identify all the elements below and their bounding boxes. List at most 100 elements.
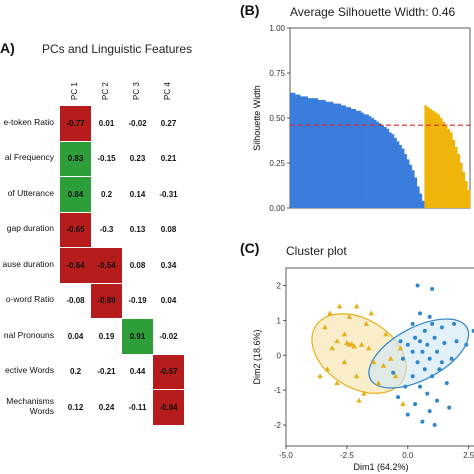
loading-cell: -0.08 xyxy=(66,296,85,306)
data-point-circle xyxy=(452,321,457,326)
silhouette-bar xyxy=(406,159,410,208)
loading-cell: 0.84 xyxy=(60,177,91,212)
data-point-triangle xyxy=(380,362,387,368)
silhouette-bar xyxy=(419,193,423,208)
loading-cell: -0.65 xyxy=(60,212,91,247)
cluster-plot: -5.0 -2.5 0.0 2.5 -2 -1 0 1 2 Dim1 (64.2%) Dim2 (1… xyxy=(252,267,474,472)
data-point-triangle xyxy=(358,341,365,347)
silhouette-bar xyxy=(439,118,443,208)
data-point-circle xyxy=(435,349,440,354)
data-point-triangle xyxy=(334,380,340,386)
loading-cell: -0.19 xyxy=(128,296,147,306)
panel-b-letter: (B) xyxy=(240,2,260,18)
silhouette-bar xyxy=(414,177,418,208)
loading-cell: 0.01 xyxy=(98,118,115,128)
silhouette-bar xyxy=(399,145,402,208)
silhouette-bar xyxy=(444,125,448,208)
y-tick-label: 2 xyxy=(277,281,282,290)
data-point-triangle xyxy=(370,359,377,365)
data-point-triangle xyxy=(356,397,362,403)
data-point-circle xyxy=(464,342,469,347)
loading-cell: 0.19 xyxy=(98,331,115,341)
silhouette-bar xyxy=(345,107,349,208)
data-point-triangle xyxy=(327,310,333,316)
data-point-triangle xyxy=(392,373,399,379)
row-label: nal Pronouns xyxy=(3,329,54,340)
loading-cell: -0.89 xyxy=(91,283,122,318)
silhouette-bar xyxy=(378,123,382,208)
silhouette-bar xyxy=(434,112,438,208)
data-point-circle xyxy=(449,356,454,361)
loading-cell: -0.54 xyxy=(91,248,122,283)
data-point-circle xyxy=(437,367,442,372)
silhouette-bar xyxy=(340,105,344,208)
silhouette-bar xyxy=(416,186,420,208)
row-label: o-word Ratio xyxy=(5,294,54,305)
data-point-triangle xyxy=(353,303,360,309)
silhouette-bar xyxy=(320,100,324,208)
y-axis-label: Silhouette Width xyxy=(252,85,262,151)
column-header: PC 3 xyxy=(132,82,141,100)
silhouette-bar xyxy=(383,127,387,208)
silhouette-bar xyxy=(411,170,415,208)
silhouette-bar xyxy=(452,139,456,208)
data-point-circle xyxy=(427,356,432,361)
data-point-triangle xyxy=(336,303,343,309)
silhouette-bar xyxy=(426,107,430,208)
y-tick-label: -2 xyxy=(274,421,282,430)
data-point-circle xyxy=(432,335,437,340)
data-point-circle xyxy=(405,412,410,417)
data-point-triangle xyxy=(361,390,367,396)
loading-cell: -0.67 xyxy=(153,354,184,389)
silhouette-bar xyxy=(290,92,293,208)
silhouette-bar xyxy=(300,96,303,208)
loading-cell: -0.64 xyxy=(60,248,91,283)
silhouette-bar xyxy=(409,164,412,208)
data-point-circle xyxy=(415,360,420,365)
row-label: ective Words xyxy=(5,365,54,376)
loading-cell: 0.24 xyxy=(98,402,115,412)
silhouette-bar xyxy=(360,112,364,208)
silhouette-bar xyxy=(297,94,301,208)
data-point-circle xyxy=(396,395,401,400)
loading-cell: 0.91 xyxy=(122,319,153,354)
data-point-triangle xyxy=(375,380,382,386)
silhouette-bar xyxy=(447,128,451,208)
loading-cell: 0.04 xyxy=(160,296,177,306)
data-point-circle xyxy=(410,321,415,326)
y-tick-label: 0 xyxy=(277,351,282,360)
silhouette-bar xyxy=(335,103,339,208)
data-point-triangle xyxy=(322,324,328,330)
loading-cell: -0.15 xyxy=(97,154,116,164)
column-header: PC 4 xyxy=(163,82,172,100)
data-point-circle xyxy=(405,342,410,347)
y-tick-label: 1 xyxy=(277,316,282,325)
y-tick-label: -1 xyxy=(274,386,282,395)
silhouette-bar xyxy=(292,92,296,208)
silhouette-bar xyxy=(386,128,390,208)
loading-cell: 0.13 xyxy=(129,225,146,235)
data-point-triangle xyxy=(400,401,406,407)
silhouette-bar xyxy=(393,137,397,208)
row-label: e-token Ratio xyxy=(3,116,54,127)
loading-cell: -0.84 xyxy=(153,390,184,425)
silhouette-bar xyxy=(368,116,372,208)
data-point-circle xyxy=(444,381,449,386)
data-point-circle xyxy=(417,311,422,316)
x-tick-label: -5.0 xyxy=(279,451,293,460)
data-point-circle xyxy=(410,349,415,354)
y-tick-label: 0.25 xyxy=(269,159,285,168)
data-point-circle xyxy=(427,409,432,414)
loading-cell: -0.11 xyxy=(128,402,147,412)
data-point-circle xyxy=(422,328,427,333)
loading-cell: -0.3 xyxy=(99,225,114,235)
loading-cell: -0.02 xyxy=(128,118,147,128)
silhouette-bar xyxy=(457,154,461,208)
silhouette-bar xyxy=(373,119,377,208)
data-point-triangle xyxy=(351,343,358,349)
data-point-circle xyxy=(400,356,405,361)
data-point-circle xyxy=(398,339,403,344)
data-point-circle xyxy=(430,374,435,379)
data-point-circle xyxy=(415,283,420,288)
data-point-circle xyxy=(435,398,440,403)
